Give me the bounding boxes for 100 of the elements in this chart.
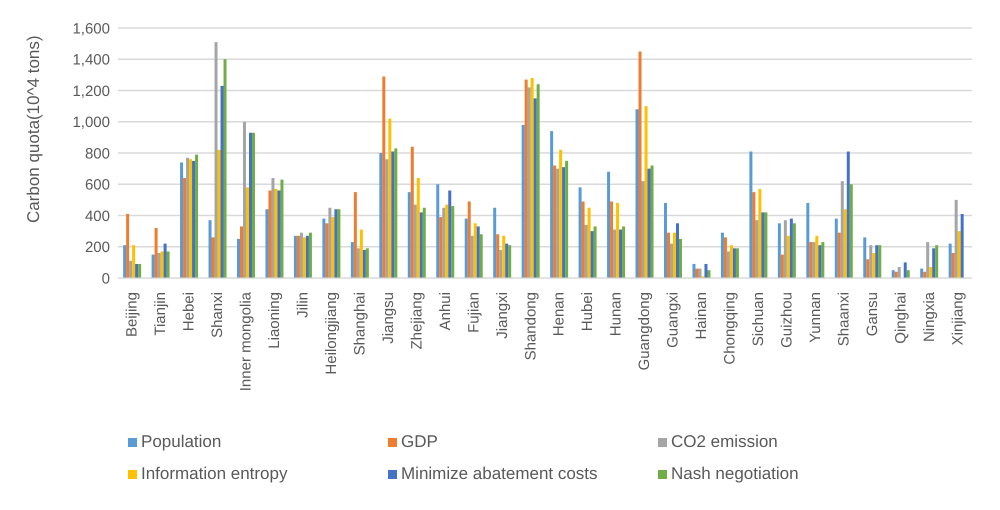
bar <box>920 268 924 278</box>
bar <box>834 218 838 278</box>
legend-label: GDP <box>401 432 438 452</box>
x-tick-label: Qinghai <box>892 292 910 344</box>
bar <box>414 204 417 278</box>
bar <box>331 217 334 278</box>
bar <box>904 262 907 278</box>
bar <box>778 223 781 278</box>
y-tick-label: 1,600 <box>72 20 110 38</box>
bar <box>496 234 500 278</box>
bar <box>758 188 762 278</box>
legend-label: Population <box>141 432 222 452</box>
bar <box>416 178 420 278</box>
x-tick-label: Shanghai <box>351 292 368 356</box>
bar <box>308 232 312 278</box>
bar <box>784 220 787 278</box>
bar <box>439 217 442 278</box>
bar <box>265 209 268 278</box>
bar <box>736 248 739 278</box>
bar <box>470 236 474 278</box>
bar <box>410 146 414 278</box>
bar <box>524 80 528 278</box>
bar <box>246 187 249 278</box>
bar <box>818 245 822 278</box>
bar <box>337 209 340 278</box>
bar <box>594 226 597 278</box>
bar <box>644 106 648 278</box>
bar <box>360 230 363 278</box>
bar <box>379 153 382 278</box>
x-tick-label: Guangxi <box>664 292 682 348</box>
x-tick-label: Shaanxi <box>835 292 852 346</box>
bar <box>642 181 645 278</box>
x-tick-label: Hunan <box>608 292 625 336</box>
legend-label: CO2 emission <box>671 432 778 452</box>
x-tick-label: Hebei <box>180 292 198 332</box>
bar <box>636 109 639 278</box>
bar <box>607 172 610 278</box>
bar <box>958 231 961 278</box>
bar <box>220 86 224 278</box>
bar <box>334 209 338 278</box>
bar <box>730 245 733 278</box>
bar <box>248 132 252 278</box>
bar <box>385 159 388 278</box>
bar <box>212 237 215 278</box>
bar <box>704 264 708 278</box>
bar <box>898 267 901 278</box>
bar <box>850 184 853 278</box>
bar <box>726 251 730 278</box>
bar <box>960 214 964 278</box>
bar <box>242 122 246 278</box>
bar <box>695 268 698 278</box>
bar <box>666 232 670 278</box>
bar <box>294 236 297 278</box>
bar <box>790 218 793 278</box>
bar <box>556 168 560 278</box>
bar <box>186 158 190 278</box>
bar <box>362 250 366 278</box>
bar <box>536 84 540 278</box>
bar <box>584 224 588 278</box>
bar <box>749 151 752 278</box>
bar <box>240 226 243 278</box>
bar <box>906 270 910 278</box>
bar <box>224 59 227 278</box>
x-tick-label: Jilin <box>294 292 312 318</box>
bar <box>664 203 667 278</box>
legend-label: Minimize abatement costs <box>401 464 598 484</box>
x-tick-label: Hubei <box>579 292 596 332</box>
bar <box>388 118 392 278</box>
y-tick-label: 1,000 <box>72 114 110 132</box>
bar <box>926 242 930 278</box>
bar <box>869 245 872 278</box>
bar <box>613 230 616 278</box>
bar <box>328 208 332 278</box>
legend-label: Information entropy <box>141 464 288 484</box>
bar <box>183 178 186 278</box>
bar <box>562 167 566 278</box>
y-tick-label: 1,400 <box>72 52 110 69</box>
bar <box>528 87 531 278</box>
bar <box>844 209 847 278</box>
bar <box>952 253 955 278</box>
x-tick-label: Yunnan <box>806 292 824 343</box>
bar <box>164 244 167 278</box>
bar <box>166 251 170 278</box>
bar <box>468 201 471 278</box>
y-tick-label: 0 <box>102 270 110 288</box>
x-tick-label: Guizhou <box>778 292 796 348</box>
bar <box>692 264 696 278</box>
bar <box>154 228 158 278</box>
bar <box>648 168 651 278</box>
bar <box>476 226 480 278</box>
bar <box>442 208 446 278</box>
x-tick-label: Liaoning <box>266 292 284 349</box>
x-tick-label: Xinjiang <box>949 292 966 346</box>
bar <box>948 244 952 278</box>
bar <box>274 188 278 278</box>
x-tick-label: Henan <box>550 292 568 336</box>
y-tick-label: 1,200 <box>72 82 110 100</box>
bar <box>954 200 958 278</box>
bar <box>436 184 440 278</box>
y-tick-label: 200 <box>84 239 110 256</box>
